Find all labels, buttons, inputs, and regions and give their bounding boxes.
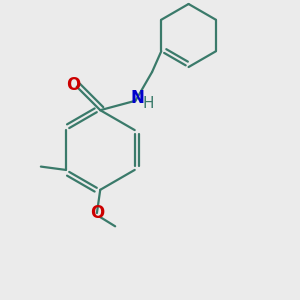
Text: N: N bbox=[130, 89, 144, 107]
Text: H: H bbox=[142, 96, 154, 111]
Text: O: O bbox=[90, 204, 104, 222]
Text: O: O bbox=[66, 76, 81, 94]
